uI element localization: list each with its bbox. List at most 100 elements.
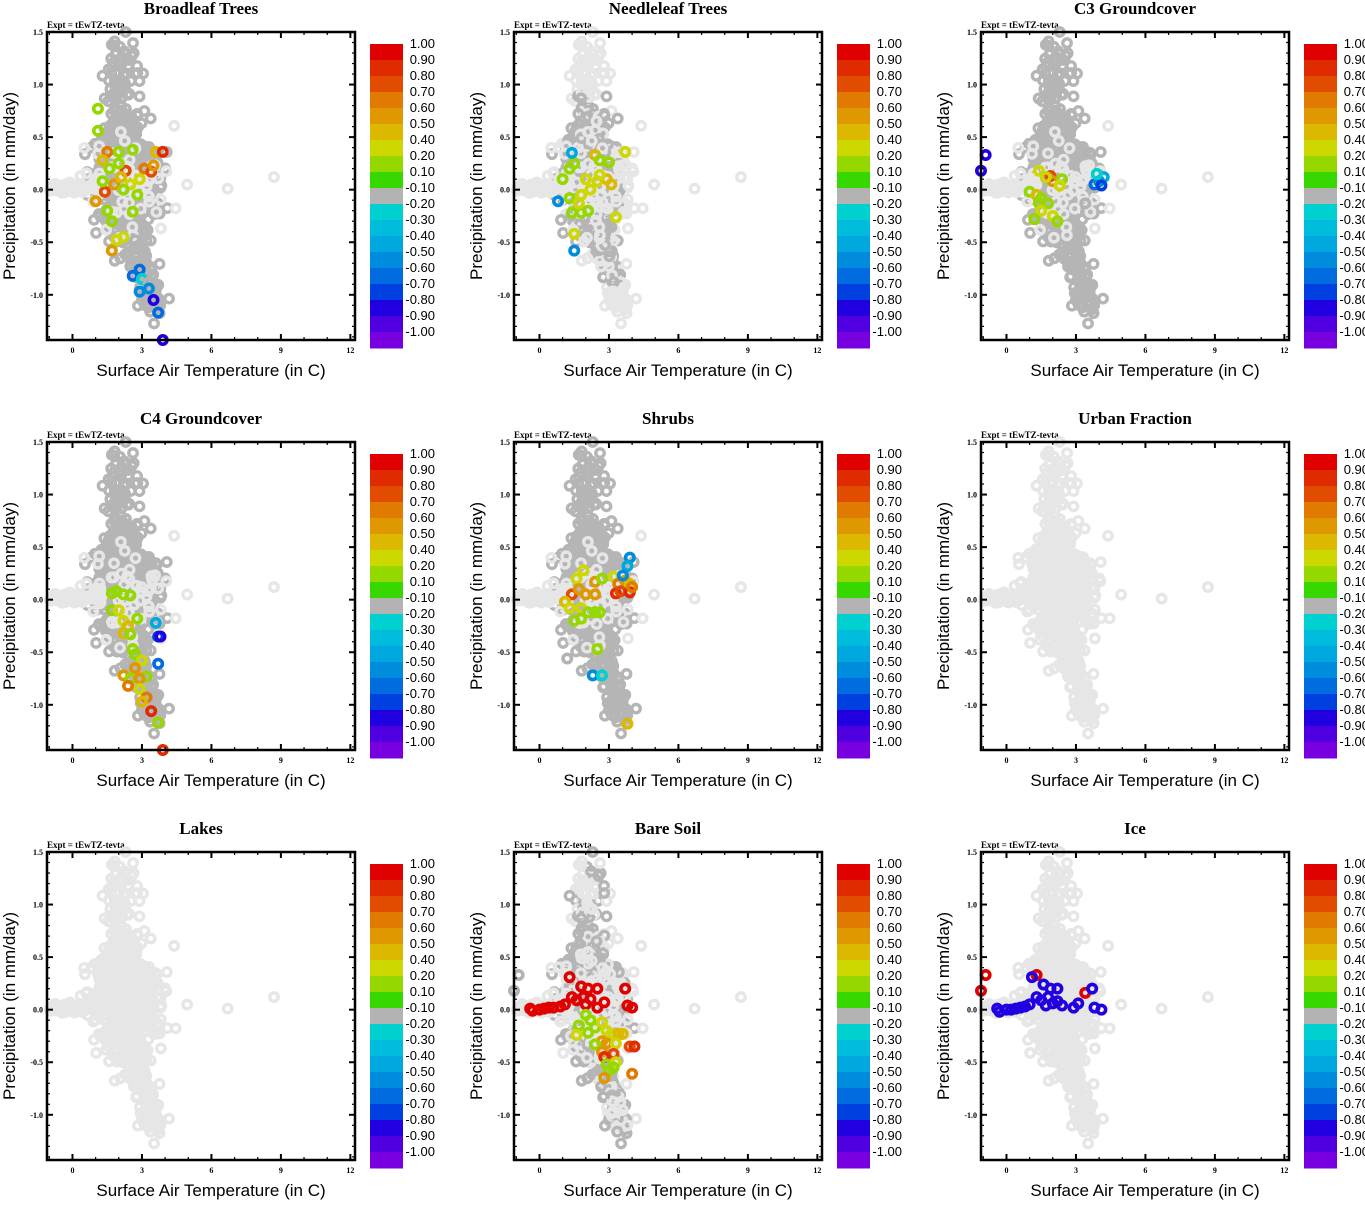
background-point: [1068, 302, 1076, 310]
colorbar-label: 0.80: [410, 478, 435, 493]
x-tick-label: 0: [537, 346, 541, 355]
x-tick-label: 3: [607, 346, 611, 355]
colorbar-swatch: [1304, 108, 1337, 125]
colorbar-swatch: [370, 710, 403, 727]
colorbar-swatch: [370, 172, 403, 189]
colorbar-swatch: [837, 92, 870, 109]
colorbar-label: -0.60: [405, 670, 435, 685]
colorbar: 1.000.900.800.700.600.500.400.200.10-0.1…: [1304, 36, 1365, 349]
colorbar-swatch: [370, 92, 403, 109]
panel-title: C4 Groundcover: [140, 410, 262, 428]
colorbar-label: -0.60: [1339, 260, 1365, 275]
points-layer: [513, 438, 745, 738]
colorbar-swatch: [370, 454, 403, 471]
background-point: [565, 72, 573, 80]
colorbar-swatch: [1304, 316, 1337, 333]
background-point: [602, 92, 610, 100]
background-point: [565, 482, 573, 490]
colorbar-swatch: [837, 76, 870, 93]
y-axis-label: Precipitation (in mm/day): [467, 92, 486, 280]
background-point: [134, 712, 142, 720]
colorbar-swatch: [370, 534, 403, 551]
colorbar-label: 0.40: [1344, 132, 1365, 147]
background-point: [632, 704, 640, 712]
colorbar-swatch: [370, 316, 403, 333]
background-point: [135, 92, 143, 100]
colorbar-label: 0.50: [410, 116, 435, 131]
experiment-label: Expt = tEwTZ-tevta: [514, 20, 592, 30]
colorbar-swatch: [1304, 172, 1337, 189]
background-point: [1091, 224, 1099, 232]
colorbar-label: 0.90: [1344, 52, 1365, 67]
background-point: [170, 122, 178, 130]
x-axis-label: Surface Air Temperature (in C): [563, 361, 792, 380]
colorbar-swatch: [837, 252, 870, 269]
colorbar-swatch: [370, 630, 403, 647]
colorbar-label: -1.00: [405, 324, 435, 339]
colorbar-swatch: [1304, 252, 1337, 269]
background-point: [1104, 122, 1112, 130]
background-point: [135, 502, 143, 510]
colorbar-label: -0.20: [405, 606, 435, 621]
x-tick-label: 9: [279, 756, 283, 765]
x-tick-label: 12: [346, 756, 354, 765]
background-point: [1089, 260, 1097, 268]
data-point: [156, 632, 164, 640]
colorbar-swatch: [1304, 236, 1337, 253]
points-layer: [46, 438, 278, 754]
background-point: [632, 294, 640, 302]
background-point: [1105, 204, 1113, 212]
background-point: [80, 144, 88, 152]
colorbar-swatch: [1304, 156, 1337, 173]
colorbar-swatch: [837, 204, 870, 221]
colorbar-swatch: [1304, 268, 1337, 285]
x-axis-label: Surface Air Temperature (in C): [96, 361, 325, 380]
background-point: [183, 180, 191, 188]
colorbar-label: -0.10: [872, 180, 902, 195]
colorbar-swatch: [837, 60, 870, 77]
colorbar-label: -0.50: [1339, 244, 1365, 259]
background-point: [92, 229, 100, 237]
colorbar-swatch: [837, 156, 870, 173]
background-point: [596, 449, 604, 457]
y-axis-label: Precipitation (in mm/day): [0, 502, 19, 690]
colorbar-label: -0.70: [872, 276, 902, 291]
data-point: [94, 127, 102, 135]
background-point: [601, 302, 609, 310]
background-point: [547, 144, 555, 152]
background-point: [1010, 172, 1018, 180]
colorbar-swatch: [1304, 124, 1337, 141]
colorbar-label: 0.40: [410, 542, 435, 557]
y-tick-label: -0.5: [964, 238, 977, 247]
colorbar-label: 0.90: [410, 462, 435, 477]
y-tick-label: -0.5: [30, 648, 43, 657]
y-tick-label: 1.5: [33, 28, 43, 37]
colorbar-label: -0.50: [405, 244, 435, 259]
y-tick-label: 0.5: [33, 133, 43, 142]
colorbar-label: -0.30: [405, 212, 435, 227]
x-tick-label: 6: [209, 756, 213, 765]
colorbar-label: -1.00: [872, 324, 902, 339]
background-point: [1081, 114, 1089, 122]
colorbar-swatch: [370, 742, 403, 759]
points-layer: [977, 28, 1212, 328]
colorbar-swatch: [370, 44, 403, 61]
colorbar-swatch: [837, 316, 870, 333]
background-point: [1026, 229, 1034, 237]
colorbar-label: 0.10: [410, 574, 435, 589]
colorbar-swatch: [370, 550, 403, 567]
colorbar-label: -0.80: [405, 702, 435, 717]
colorbar-label: -0.50: [872, 244, 902, 259]
y-tick-label: -1.0: [30, 291, 43, 300]
colorbar-swatch: [1304, 140, 1337, 157]
experiment-label: Expt = tEwTZ-tevta: [981, 20, 1059, 30]
x-tick-label: 12: [1280, 346, 1288, 355]
panel-title: C3 Groundcover: [1074, 0, 1196, 18]
colorbar-swatch: [1304, 92, 1337, 109]
y-tick-label: 0.0: [967, 186, 977, 195]
colorbar-swatch: [837, 300, 870, 317]
background-point: [155, 260, 163, 268]
x-tick-label: 6: [1143, 346, 1147, 355]
